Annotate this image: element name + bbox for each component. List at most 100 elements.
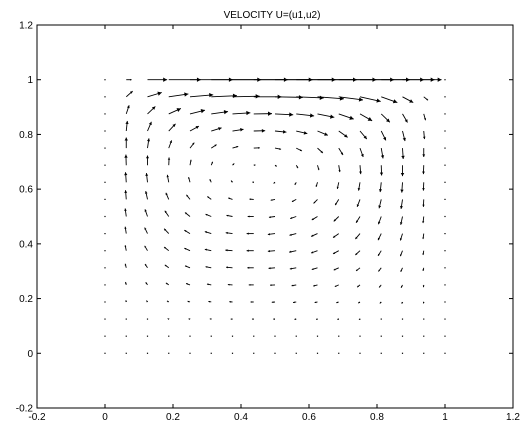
velocity-arrow — [253, 146, 260, 149]
velocity-arrow — [294, 318, 297, 320]
velocity-arrow — [400, 267, 403, 272]
velocity-arrow — [444, 130, 446, 132]
velocity-arrow — [232, 163, 235, 166]
velocity-arrow — [274, 164, 278, 167]
velocity-arrow — [184, 212, 191, 217]
velocity-arrow — [444, 318, 446, 320]
velocity-arrow — [189, 109, 206, 115]
velocity-arrow — [231, 352, 234, 354]
velocity-arrow — [253, 111, 272, 116]
velocity-arrow — [145, 155, 150, 166]
velocity-arrow — [291, 199, 297, 203]
velocity-arrow — [399, 250, 403, 257]
velocity-arrow — [332, 233, 340, 238]
velocity-arrow — [444, 96, 446, 98]
velocity-arrow — [332, 250, 339, 255]
velocity-arrow — [422, 148, 426, 158]
velocity-arrow — [333, 216, 340, 222]
velocity-arrow — [225, 249, 233, 252]
velocity-arrow — [250, 301, 254, 303]
velocity-arrow — [184, 229, 191, 234]
velocity-arrow — [246, 232, 254, 235]
velocity-arrow — [147, 77, 168, 82]
velocity-arrow — [338, 113, 354, 120]
y-tick-label: 0.8 — [19, 130, 33, 141]
velocity-arrow — [444, 301, 446, 303]
velocity-arrow — [422, 216, 425, 224]
velocity-arrow — [124, 226, 127, 234]
velocity-arrow — [355, 250, 361, 256]
velocity-arrow — [211, 144, 217, 149]
velocity-arrow — [185, 283, 191, 286]
velocity-arrow — [168, 352, 170, 354]
y-tick-label: 0 — [27, 349, 33, 360]
velocity-arrow — [124, 137, 128, 149]
velocity-arrow — [147, 121, 152, 132]
velocity-arrow — [378, 182, 383, 193]
velocity-arrow — [380, 352, 382, 354]
velocity-arrow — [338, 96, 364, 102]
velocity-arrow — [333, 267, 339, 271]
velocity-arrow — [274, 147, 282, 150]
velocity-arrow — [317, 147, 324, 154]
velocity-arrow — [399, 199, 403, 209]
velocity-arrow — [231, 335, 234, 337]
velocity-arrow — [444, 164, 446, 166]
velocity-arrow — [253, 164, 256, 167]
velocity-arrow — [146, 138, 151, 149]
velocity-arrow — [380, 335, 382, 337]
velocity-arrow — [125, 300, 128, 303]
velocity-arrow — [125, 318, 127, 320]
velocity-arrow — [104, 335, 106, 337]
velocity-arrow — [144, 263, 148, 269]
velocity-arrow — [355, 216, 361, 224]
velocity-arrow — [165, 282, 170, 286]
x-tick-label: 0.4 — [234, 412, 248, 423]
velocity-arrow — [232, 145, 239, 149]
velocity-arrow — [380, 130, 387, 141]
velocity-arrow — [168, 123, 176, 132]
velocity-arrow — [211, 109, 229, 115]
vector-field — [104, 77, 446, 354]
velocity-arrow — [422, 165, 425, 175]
velocity-arrow — [444, 232, 446, 235]
velocity-arrow — [423, 77, 442, 82]
velocity-arrow — [166, 174, 170, 183]
velocity-arrow — [316, 335, 319, 337]
velocity-arrow — [356, 199, 361, 208]
velocity-arrow — [295, 335, 297, 337]
velocity-arrow — [168, 140, 173, 149]
y-tick-label: 1 — [27, 75, 33, 86]
velocity-arrow — [253, 128, 266, 133]
velocity-arrow — [359, 130, 368, 140]
velocity-arrow — [248, 284, 254, 286]
velocity-arrow — [104, 96, 106, 98]
velocity-arrow — [401, 335, 404, 337]
velocity-arrow — [147, 106, 156, 115]
velocity-arrow — [422, 233, 425, 240]
velocity-arrow — [423, 318, 425, 320]
velocity-arrow — [402, 130, 406, 142]
velocity-arrow — [379, 301, 382, 304]
velocity-arrow — [317, 165, 320, 171]
velocity-arrow — [296, 130, 308, 135]
velocity-arrow — [296, 113, 315, 118]
velocity-arrow — [104, 250, 106, 252]
axis-ticks: -0.2 0 0.2 0.4 0.6 0.8 1 1.2 -0.2 0 0.2 0.4 0.6 0.8 1 1… — [16, 21, 521, 424]
velocity-arrow — [189, 352, 191, 354]
velocity-arrow — [356, 284, 361, 288]
velocity-arrow — [289, 267, 297, 270]
x-tick-label: 0.6 — [302, 412, 316, 423]
velocity-arrow — [359, 335, 361, 337]
velocity-arrow — [313, 284, 318, 287]
velocity-arrow — [267, 249, 276, 253]
velocity-arrow — [401, 352, 404, 354]
velocity-arrow — [124, 190, 128, 200]
chart-title: VELOCITY U=(u1,u2) — [224, 10, 321, 21]
velocity-arrow — [423, 96, 429, 101]
velocity-arrow — [124, 172, 128, 183]
x-tick-label: 0 — [102, 412, 108, 423]
velocity-arrow — [249, 198, 254, 201]
velocity-arrow — [291, 284, 297, 287]
velocity-arrow — [270, 198, 276, 201]
